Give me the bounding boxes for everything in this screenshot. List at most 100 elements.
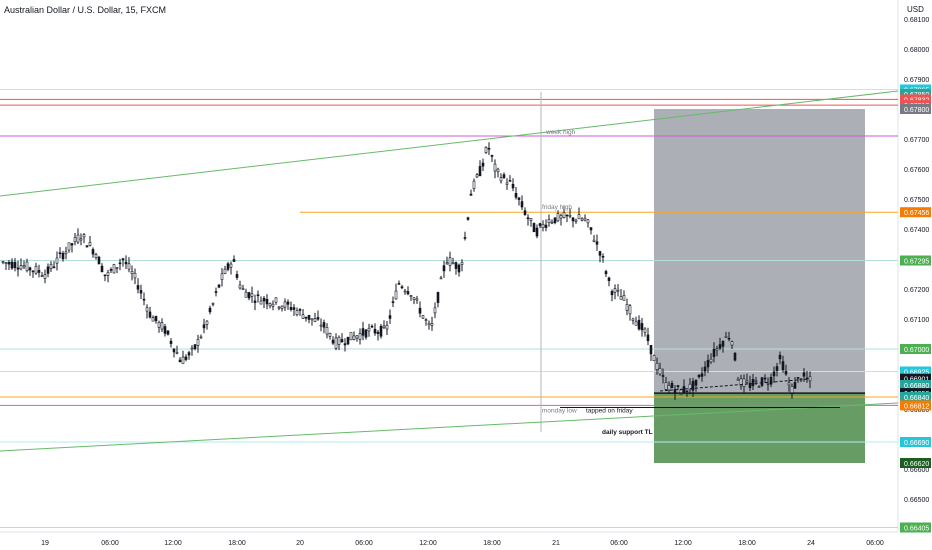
candle-body [121,258,125,261]
candle-body [445,262,449,265]
candle-body [34,266,38,274]
candle-body [700,373,704,377]
candle-body [421,315,425,319]
candle-body [589,227,593,231]
y-tick-label: 0.66500 [904,497,929,504]
candle-body [451,262,455,265]
lower-trendline [0,402,899,452]
candle-body [733,352,737,361]
x-tick-label: 20 [296,540,304,547]
candle-body [61,253,65,260]
candle-body [448,257,452,266]
candle-body [541,223,545,229]
candle-body [331,339,335,344]
price-label: 0.67295 [904,259,929,266]
candle-body [772,371,776,377]
candle-body [250,293,254,297]
candle-body [100,265,104,273]
candle-body [28,267,32,271]
candle-body [406,291,410,295]
candle-body [487,147,491,150]
candle-body [82,234,86,238]
candle-body [304,316,308,319]
candle-body [193,344,197,350]
candle-body [682,386,686,393]
candle-body [154,315,158,322]
candle-body [43,274,47,279]
candle-body [685,390,689,393]
candle-body [592,239,596,242]
candle-body [4,262,8,264]
candle-body [505,182,509,185]
x-tick-label: 06:00 [610,540,628,547]
candle-body [418,307,422,314]
y-tick-label: 0.68000 [904,47,929,54]
candle-body [316,317,320,320]
candle-body [430,323,434,326]
candle-body [583,217,587,221]
candle-body [208,307,212,313]
candle-body [574,219,578,222]
candle-body [739,378,743,387]
candle-body [187,352,191,356]
candle-body [469,193,473,196]
candle-body [220,273,224,280]
y-tick-label: 0.67100 [904,317,929,324]
candle-body [553,217,557,223]
candle-body [460,262,464,265]
candle-body [790,386,794,395]
candle-body [478,166,482,177]
candle-body [649,345,653,355]
y-tick-label: 0.68100 [904,17,929,24]
candle-body [217,284,221,288]
candle-body [247,292,251,299]
y-tick-label: 0.67900 [904,77,929,84]
candle-body [439,277,443,280]
candle-body [232,259,236,262]
candle-body [613,288,617,293]
candle-body [19,265,23,270]
candle-body [778,354,782,360]
candle-body [97,256,101,265]
candle-body [652,355,656,361]
candle-body [178,359,182,363]
candle-body [292,307,296,310]
candle-body [343,343,347,346]
candle-body [151,317,155,322]
candle-body [298,309,302,311]
y-tick-label: 0.66800 [904,407,929,414]
candle-body [259,300,263,305]
candle-body [280,305,284,309]
candle-body [352,335,356,340]
candle-body [517,197,521,200]
price-label: 0.67456 [904,210,929,217]
candle-body [376,331,380,334]
candle-body [52,266,56,269]
candle-body [715,348,719,351]
candle-body [226,263,230,270]
candle-body [787,382,791,386]
candle-body [607,277,611,281]
position-projection-line [659,378,811,392]
candle-body [556,213,560,222]
price-label-box [900,104,931,114]
candle-body [199,336,203,339]
candle-body [196,338,200,346]
candle-body [133,272,137,279]
candle-body [319,324,323,327]
candle-body [268,303,272,307]
price-label-box [900,344,931,354]
candle-body [427,322,431,326]
candle-body [631,318,635,321]
candle-body [598,251,602,256]
y-tick-label: 0.67400 [904,227,929,234]
candle-body [757,386,761,388]
annotation-label: monday low [542,407,577,414]
candle-body [424,319,428,321]
candle-body [307,314,311,320]
candle-body [313,318,317,322]
candle-body [31,270,35,273]
candle-body [358,333,362,340]
candle-body [412,297,416,300]
